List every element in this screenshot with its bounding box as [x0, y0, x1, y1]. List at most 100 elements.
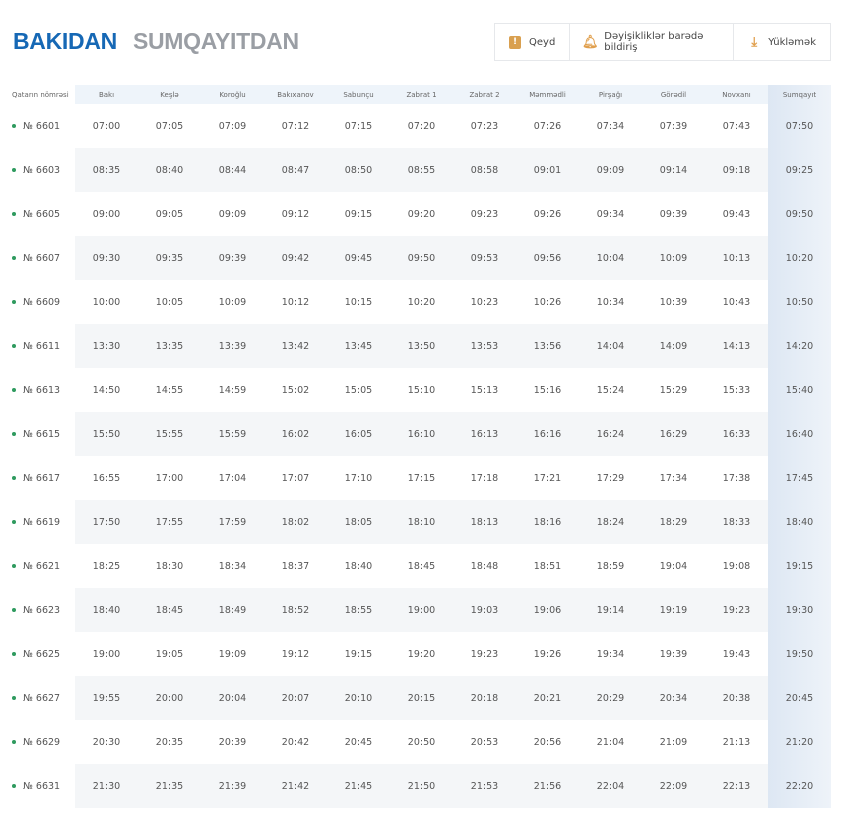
- status-dot-icon: [12, 696, 16, 700]
- time-cell: 19:03: [453, 588, 516, 632]
- time-cell: 20:39: [218, 736, 247, 748]
- download-label: Yükləmək: [768, 36, 816, 48]
- table-row: № 6615 15:50 15:55 15:59 16:02 16:05 16:10 16:1…: [4, 412, 831, 456]
- train-number-cell: № 6601: [4, 104, 75, 148]
- time-cell: 07:50: [768, 104, 831, 148]
- time-cell: 13:45: [327, 324, 390, 368]
- time-cell: 20:56: [533, 736, 562, 748]
- table-row: № 6607 09:30 09:35 09:39 09:42 09:45 09:50 09:5…: [4, 236, 831, 280]
- status-dot-icon: [12, 784, 16, 788]
- time-cell: 17:21: [533, 472, 562, 484]
- time-cell: 15:40: [768, 368, 831, 412]
- time-cell: 08:35: [75, 148, 138, 192]
- time-cell: 18:34: [218, 560, 247, 572]
- time-cell: 16:55: [92, 472, 121, 484]
- table-row: № 6623 18:40 18:45 18:49 18:52 18:55 19:00 19:0…: [4, 588, 831, 632]
- time-cell: 18:45: [407, 560, 436, 572]
- time-cell: 20:21: [516, 676, 579, 720]
- time-cell: 09:56: [516, 236, 579, 280]
- bell-icon: 🔔︎: [582, 34, 599, 50]
- time-cell: 19:34: [596, 648, 625, 660]
- time-cell: 16:29: [642, 412, 705, 456]
- time-cell: 19:15: [344, 648, 373, 660]
- time-cell: 09:18: [705, 148, 768, 192]
- time-cell: 22:09: [642, 764, 705, 808]
- time-cell: 17:50: [75, 500, 138, 544]
- time-cell: 17:55: [138, 500, 201, 544]
- download-button[interactable]: ⤓ Yükləmək: [734, 24, 830, 60]
- time-cell: 22:13: [705, 764, 768, 808]
- time-cell: 15:16: [533, 384, 562, 396]
- note-button[interactable]: ! Qeyd: [495, 24, 571, 60]
- status-dot-icon: [12, 476, 16, 480]
- table-row: № 6617 16:55 17:00 17:04 17:07 17:10 17:15 17:1…: [4, 456, 831, 500]
- time-cell: 18:51: [533, 560, 562, 572]
- status-dot-icon: [12, 388, 16, 392]
- time-cell: 21:13: [722, 736, 751, 748]
- status-dot-icon: [12, 300, 16, 304]
- time-cell: 09:14: [642, 148, 705, 192]
- time-cell: 08:40: [138, 148, 201, 192]
- time-cell: 21:09: [659, 736, 688, 748]
- notify-changes-button[interactable]: 🔔︎ Dəyişikliklər barədə bildiriş: [570, 24, 735, 60]
- column-header: Görədil: [642, 85, 705, 104]
- time-cell: 19:04: [659, 560, 688, 572]
- time-cell: 07:43: [722, 120, 751, 132]
- time-cell: 09:35: [138, 236, 201, 280]
- time-cell: 10:39: [659, 296, 688, 308]
- time-cell: 19:55: [75, 676, 138, 720]
- time-cell: 09:34: [596, 208, 625, 220]
- time-cell: 10:09: [642, 236, 705, 280]
- time-cell: 20:15: [390, 676, 453, 720]
- time-cell: 17:38: [722, 472, 751, 484]
- time-cell: 19:20: [407, 648, 436, 660]
- status-dot-icon: [12, 432, 16, 436]
- header-row: Qatarın nömrəsi Bakı Keşlə Koroğlu Bakıxanov…: [4, 85, 831, 104]
- time-cell: 20:53: [470, 736, 499, 748]
- time-cell: 18:48: [470, 560, 499, 572]
- time-cell: 10:04: [579, 236, 642, 280]
- train-number: № 6625: [23, 648, 61, 660]
- status-dot-icon: [12, 124, 16, 128]
- train-number-cell: № 6627: [4, 676, 75, 720]
- status-dot-icon: [12, 740, 16, 744]
- time-cell: 10:13: [705, 236, 768, 280]
- time-cell: 13:50: [390, 324, 453, 368]
- table-row: № 6601 07:00 07:05 07:09 07:12 07:15 07:20 07:2…: [4, 104, 831, 148]
- train-number-cell: № 6609: [4, 280, 75, 324]
- time-cell: 18:25: [92, 560, 121, 572]
- table-row: № 6629 20:30 20:35 20:39 20:42 20:45 20:50 20:5…: [4, 720, 831, 764]
- train-number: № 6603: [23, 164, 61, 176]
- time-cell: 19:19: [642, 588, 705, 632]
- time-cell: 16:13: [453, 412, 516, 456]
- train-number-cell: № 6613: [4, 368, 75, 412]
- time-cell: 20:34: [642, 676, 705, 720]
- time-cell: 19:30: [768, 588, 831, 632]
- tab-from-baku[interactable]: BAKIDAN: [13, 28, 117, 54]
- column-header: Sumqayıt: [768, 85, 831, 104]
- table-row: № 6621 18:25 18:30 18:34 18:37 18:40 18:45 18:4…: [4, 544, 831, 588]
- time-cell: 21:45: [327, 764, 390, 808]
- time-cell: 10:05: [155, 296, 184, 308]
- time-cell: 10:43: [722, 296, 751, 308]
- status-dot-icon: [12, 256, 16, 260]
- time-cell: 21:42: [264, 764, 327, 808]
- time-cell: 21:50: [390, 764, 453, 808]
- time-cell: 13:56: [516, 324, 579, 368]
- time-cell: 15:10: [407, 384, 436, 396]
- time-cell: 14:09: [642, 324, 705, 368]
- tab-from-sumgait[interactable]: SUMQAYITDAN: [132, 28, 299, 54]
- train-number-cell: № 6619: [4, 500, 75, 544]
- column-header: Zabrat 2: [453, 85, 516, 104]
- time-cell: 18:40: [75, 588, 138, 632]
- time-cell: 13:30: [75, 324, 138, 368]
- time-cell: 15:33: [722, 384, 751, 396]
- time-cell: 18:45: [138, 588, 201, 632]
- time-cell: 19:39: [659, 648, 688, 660]
- time-cell: 09:15: [344, 208, 373, 220]
- direction-tabs: BAKIDAN SUMQAYITDAN: [13, 28, 299, 55]
- time-cell: 10:20: [768, 236, 831, 280]
- time-cell: 19:43: [722, 648, 751, 660]
- time-cell: 09:01: [516, 148, 579, 192]
- schedule-table: Qatarın nömrəsi Bakı Keşlə Koroğlu Bakıxanov…: [4, 85, 831, 808]
